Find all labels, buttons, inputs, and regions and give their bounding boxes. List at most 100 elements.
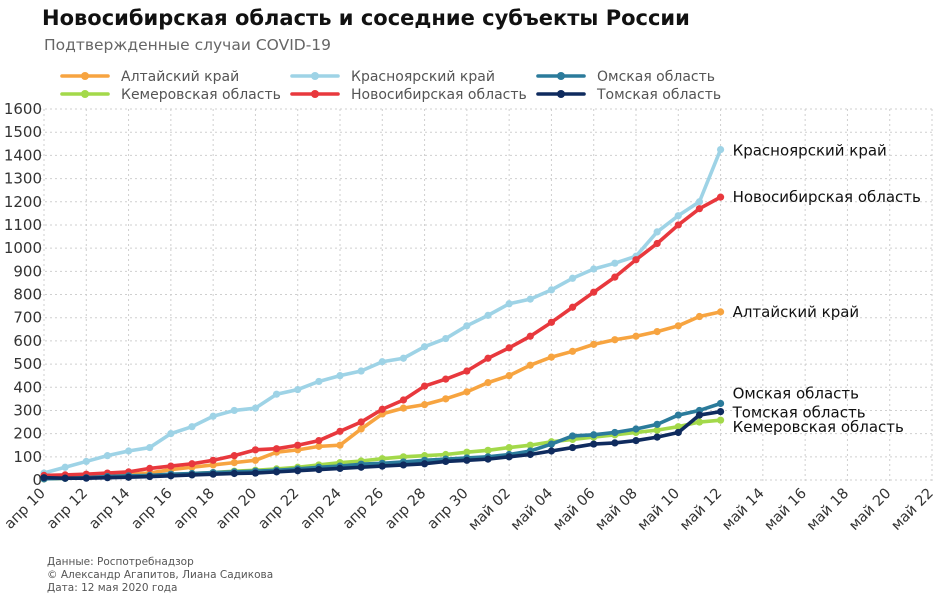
data-point — [611, 439, 619, 447]
data-point — [378, 462, 386, 470]
data-point — [357, 425, 365, 433]
x-tick-label: апр 28 — [382, 486, 429, 533]
data-point — [442, 375, 450, 383]
data-point — [653, 420, 661, 428]
data-point — [653, 426, 661, 434]
legend-label: Кемеровская область — [121, 87, 281, 103]
data-point — [568, 303, 577, 311]
y-tick-label: 1300 — [4, 170, 42, 188]
data-point — [251, 456, 260, 464]
data-point — [547, 318, 556, 326]
legend-item: Кемеровская область — [60, 87, 281, 103]
data-point — [716, 407, 725, 416]
data-point — [315, 465, 323, 474]
data-point — [568, 274, 577, 282]
x-tick-label: май 08 — [593, 486, 641, 534]
data-point — [463, 388, 471, 396]
data-point — [674, 411, 682, 419]
data-point — [336, 464, 344, 473]
data-point — [568, 432, 577, 440]
data-point — [547, 353, 556, 361]
data-point — [568, 347, 577, 355]
legend-label: Алтайский край — [121, 69, 239, 85]
data-point — [251, 404, 260, 412]
data-point — [695, 198, 704, 206]
data-point — [695, 411, 704, 419]
data-point — [674, 212, 682, 220]
data-point — [695, 205, 704, 213]
data-point — [103, 452, 112, 460]
legend-swatch-dot — [311, 72, 319, 80]
data-point — [357, 418, 365, 426]
data-point — [611, 259, 619, 267]
data-point — [547, 440, 556, 448]
data-point — [484, 446, 492, 454]
end-label: Красноярский край — [733, 142, 887, 160]
y-tick-label: 500 — [13, 355, 42, 373]
data-point — [315, 442, 323, 450]
data-point — [463, 448, 471, 456]
series-3 — [40, 193, 725, 479]
data-point — [336, 441, 344, 449]
data-point — [653, 433, 661, 441]
data-point — [399, 396, 408, 404]
data-point — [124, 447, 133, 455]
legend-swatch-dot — [557, 90, 565, 98]
data-point — [230, 459, 238, 467]
data-point — [463, 367, 471, 375]
data-point — [294, 467, 302, 475]
data-point — [378, 405, 386, 413]
data-point — [230, 469, 238, 478]
data-point — [716, 308, 725, 316]
data-point — [505, 453, 513, 461]
data-point — [146, 472, 154, 481]
data-point — [590, 340, 598, 348]
data-point — [103, 474, 112, 482]
data-point — [632, 332, 640, 340]
data-point — [209, 412, 217, 420]
data-point — [695, 312, 704, 321]
data-point — [568, 443, 577, 452]
data-point — [230, 406, 238, 415]
data-point — [653, 228, 661, 236]
data-point — [146, 464, 154, 473]
end-label: Кемеровская область — [733, 418, 904, 436]
data-point — [716, 145, 725, 154]
data-point — [167, 462, 175, 470]
chart-title: Новосибирская область и соседние субъект… — [42, 6, 690, 30]
footer-date: Дата: 12 мая 2020 года — [47, 582, 178, 594]
data-point — [484, 379, 492, 387]
y-tick-label: 900 — [13, 262, 42, 280]
legend-swatch-dot — [311, 90, 319, 98]
data-point — [695, 418, 704, 426]
x-tick-label: апр 24 — [298, 486, 345, 533]
y-tick-label: 1000 — [4, 239, 42, 257]
data-point — [611, 428, 619, 437]
legend-item: Новосибирская область — [290, 87, 527, 103]
x-tick-label: апр 30 — [425, 486, 472, 533]
y-tick-label: 1100 — [4, 216, 42, 234]
data-point — [188, 471, 196, 479]
data-point — [547, 447, 556, 455]
data-point — [632, 436, 640, 445]
data-point — [336, 372, 344, 380]
data-point — [378, 358, 386, 366]
data-point — [526, 295, 534, 303]
data-point — [82, 457, 90, 466]
data-point — [632, 256, 640, 264]
y-tick-label: 0 — [32, 471, 42, 489]
legend-label: Красноярский край — [351, 69, 495, 85]
y-tick-label: 1500 — [4, 123, 42, 141]
data-point — [230, 452, 238, 460]
data-point — [40, 474, 48, 482]
x-tick-label: апр 26 — [340, 486, 387, 533]
data-point — [547, 286, 556, 294]
x-tick-label: апр 12 — [44, 486, 91, 533]
y-tick-label: 100 — [13, 448, 42, 466]
legend-label: Омская область — [597, 69, 715, 85]
legend: Алтайский край Кемеровская область Красноя… — [60, 69, 721, 103]
data-point — [484, 311, 492, 319]
end-label: Омская область — [733, 384, 859, 402]
data-point — [61, 474, 69, 482]
line-chart: 0 100 200 300 400 500 600 700 800 900 1000 1100 1200… — [2, 69, 937, 534]
